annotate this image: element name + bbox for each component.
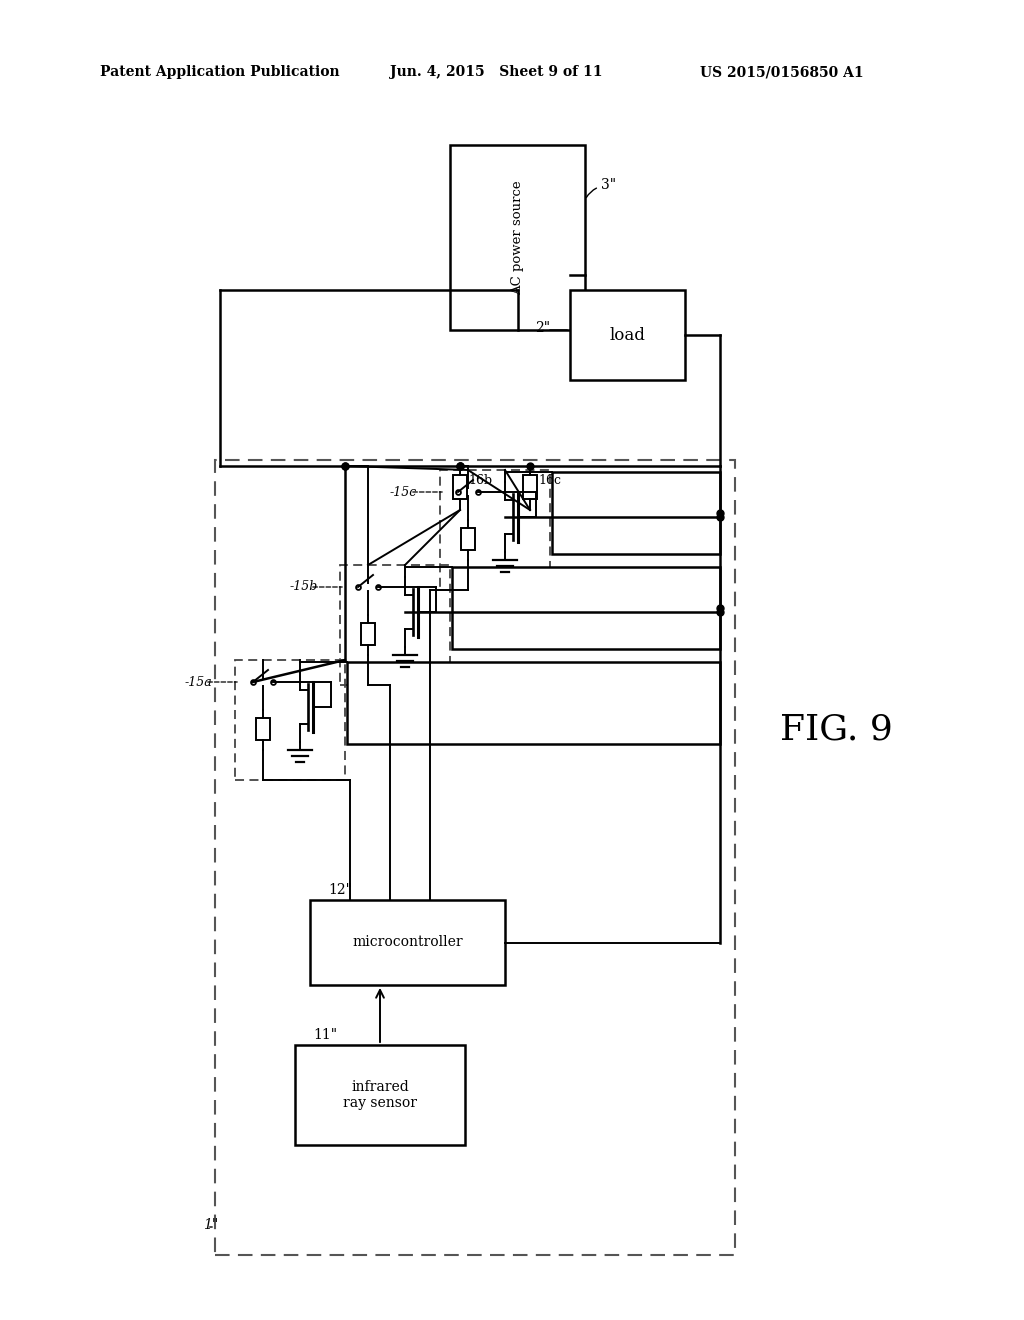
Bar	[452, 568, 720, 649]
Text: FIG. 9: FIG. 9	[780, 713, 893, 747]
Bar	[523, 475, 537, 499]
Bar	[310, 900, 505, 985]
Bar	[234, 660, 345, 780]
Text: -15a: -15a	[185, 676, 213, 689]
Text: -15b: -15b	[290, 581, 318, 594]
Bar	[450, 145, 585, 330]
Text: 2": 2"	[535, 321, 550, 335]
Text: Jun. 4, 2015   Sheet 9 of 11: Jun. 4, 2015 Sheet 9 of 11	[390, 65, 602, 79]
Text: AC power source: AC power source	[511, 181, 524, 294]
Text: 3": 3"	[601, 178, 616, 191]
Text: microcontroller: microcontroller	[352, 936, 463, 949]
Bar	[570, 290, 685, 380]
Text: 16c: 16c	[538, 474, 561, 487]
Bar	[552, 473, 720, 554]
Text: load: load	[609, 326, 645, 343]
Text: infrared
ray sensor: infrared ray sensor	[343, 1080, 417, 1110]
Text: 1": 1"	[203, 1218, 218, 1232]
Text: US 2015/0156850 A1: US 2015/0156850 A1	[700, 65, 863, 79]
Bar	[215, 459, 735, 1255]
Bar	[440, 470, 550, 590]
Text: 16b: 16b	[468, 474, 493, 487]
Text: 12": 12"	[328, 883, 352, 898]
Bar	[340, 565, 450, 685]
Text: -15c: -15c	[390, 486, 417, 499]
Bar	[256, 718, 270, 741]
Bar	[295, 1045, 465, 1144]
Text: 11": 11"	[313, 1028, 337, 1041]
Bar	[453, 475, 467, 499]
Text: Patent Application Publication: Patent Application Publication	[100, 65, 340, 79]
Bar	[461, 528, 475, 550]
Bar	[347, 663, 720, 744]
Bar	[361, 623, 375, 645]
